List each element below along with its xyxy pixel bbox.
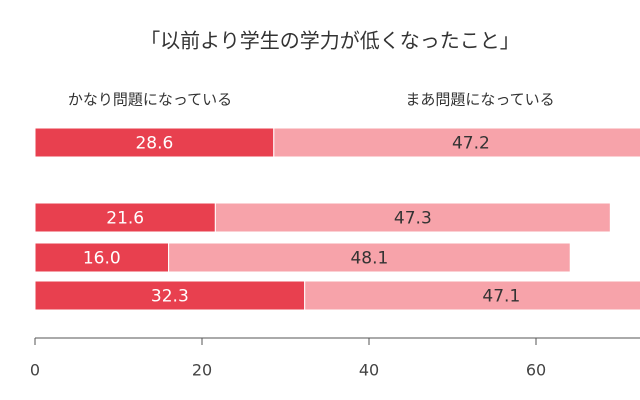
x-tick-label: 20 — [192, 361, 212, 380]
value-label: 47.3 — [394, 209, 432, 229]
bar-segment — [34, 127, 275, 158]
bar-segment — [34, 242, 170, 273]
value-label: 32.3 — [151, 287, 189, 307]
x-tick-label: 0 — [30, 361, 40, 380]
bar-segment — [304, 280, 640, 311]
x-tick-label: 40 — [359, 361, 379, 380]
chart-title: 「以前より学生の学力が低くなったこと」 — [140, 29, 520, 53]
bar-segment — [168, 242, 571, 273]
bar-segment — [34, 202, 216, 233]
bar-segment — [273, 127, 640, 158]
legend-label: かなり問題になっている — [68, 91, 232, 109]
value-label: 21.6 — [106, 209, 144, 229]
value-label: 16.0 — [83, 249, 121, 269]
value-label: 47.1 — [482, 287, 520, 307]
value-label: 47.2 — [452, 134, 490, 154]
bar-segment — [34, 280, 306, 311]
value-label: 28.6 — [135, 134, 173, 154]
bar-segment — [214, 202, 611, 233]
value-label: 48.1 — [350, 249, 388, 269]
x-tick-label: 60 — [526, 361, 546, 380]
legend-label: まあ問題になっている — [405, 91, 554, 109]
